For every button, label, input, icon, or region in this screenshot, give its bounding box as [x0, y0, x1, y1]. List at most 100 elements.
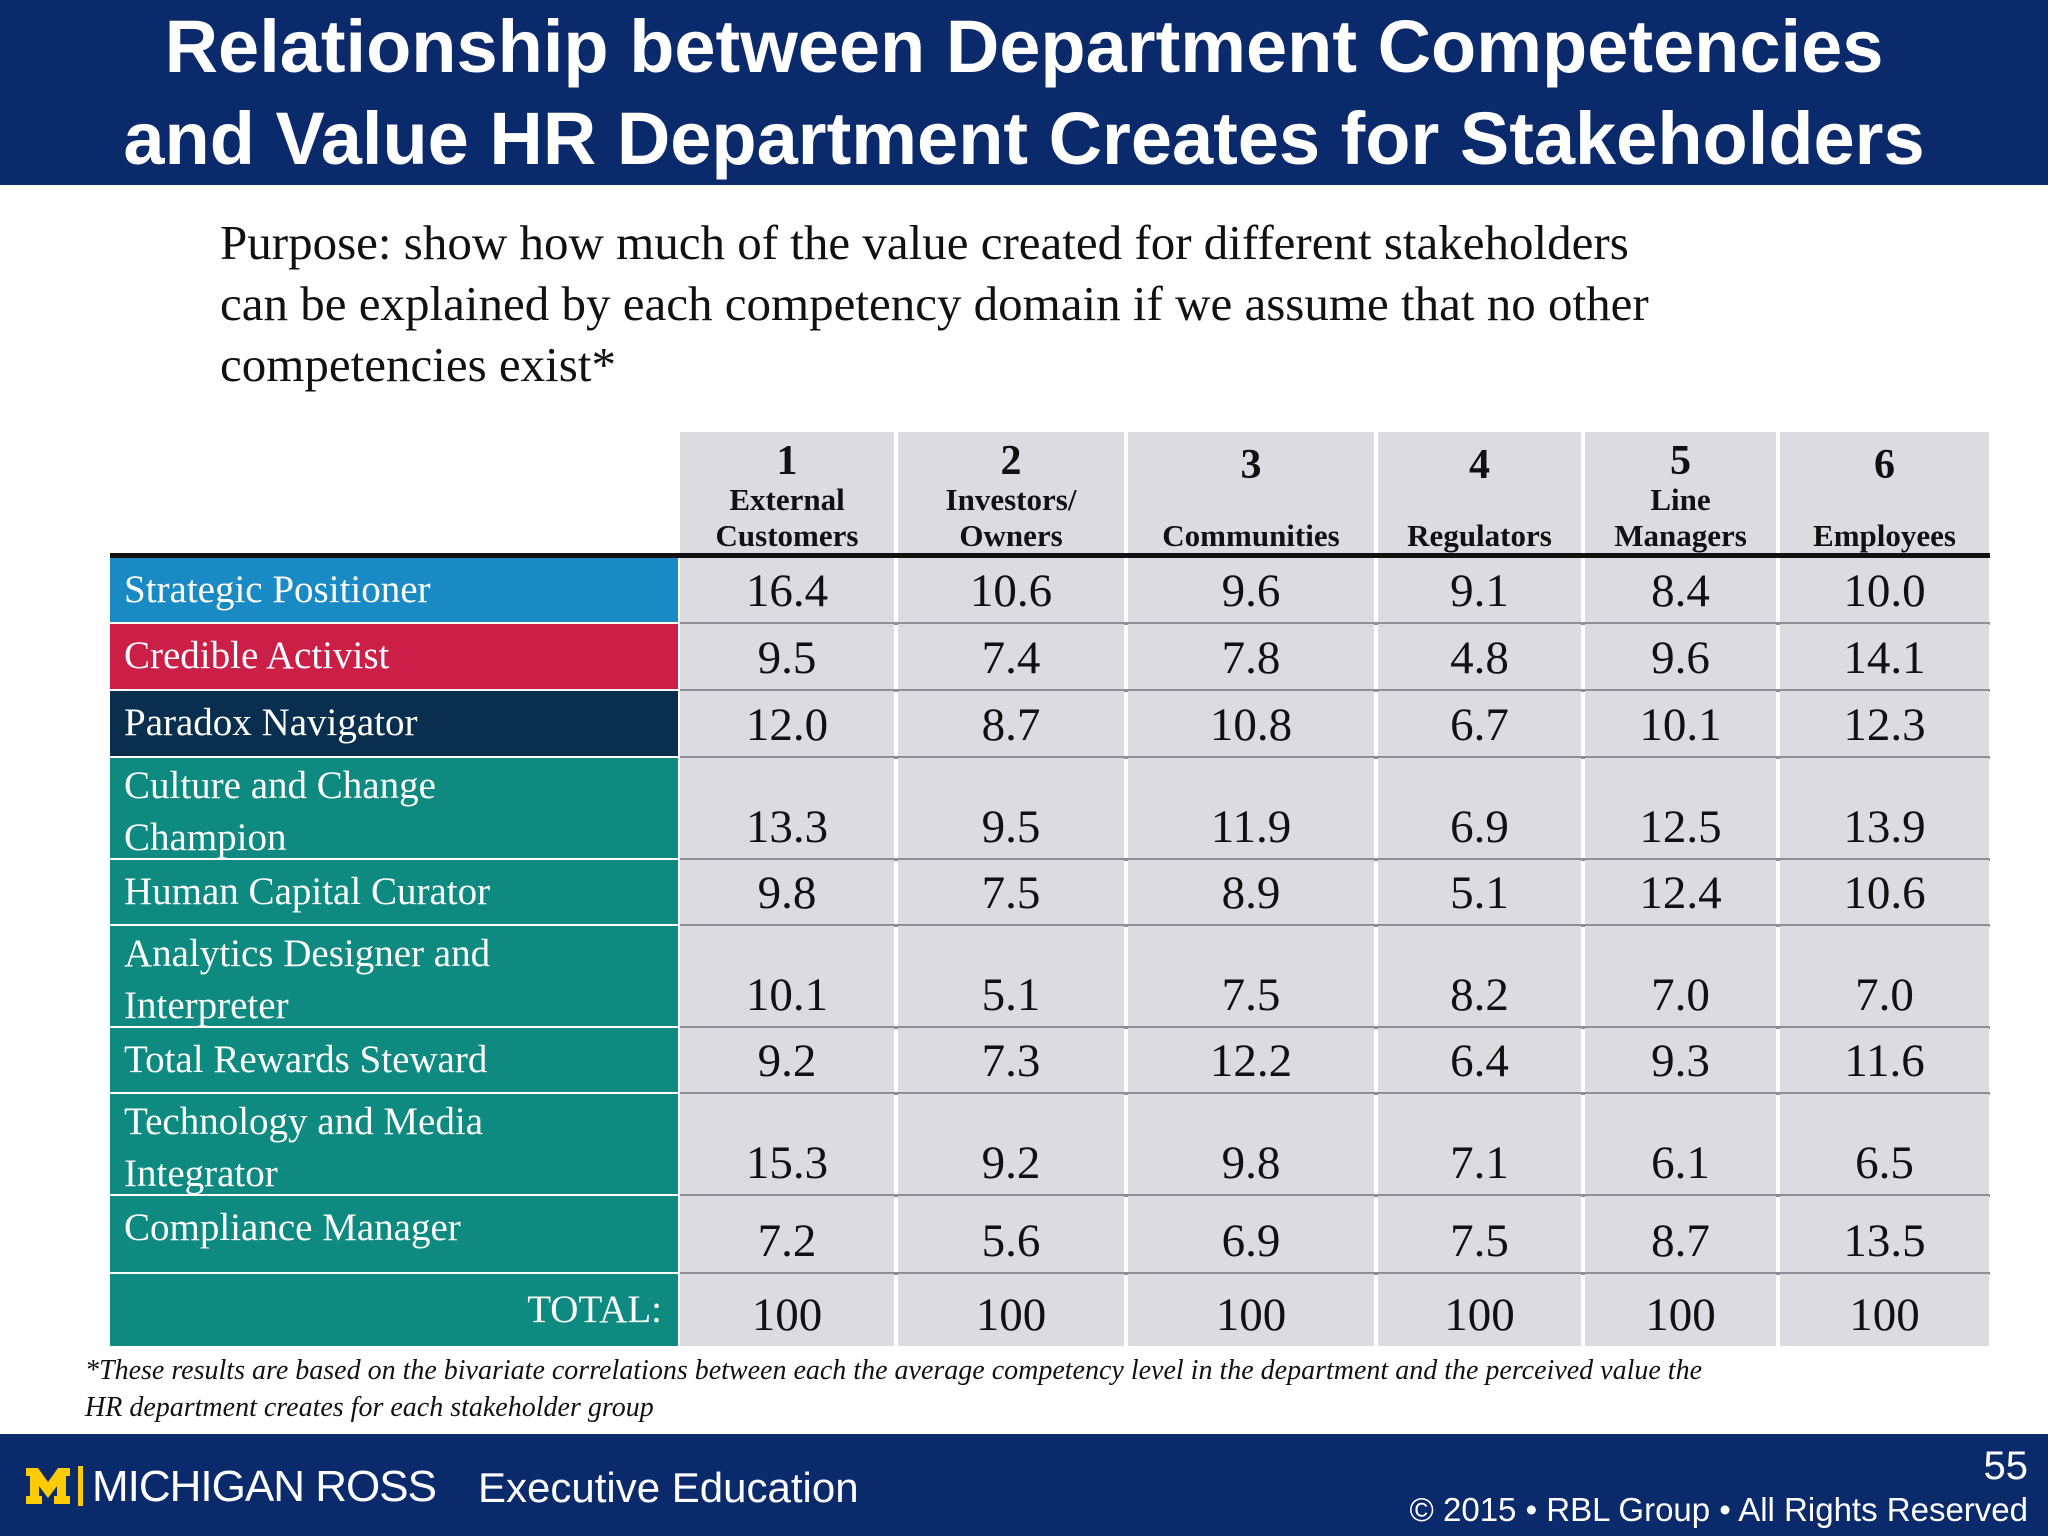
value-cell: 14.1: [1780, 624, 1989, 689]
footnote-line-1: *These results are based on the bivariat…: [85, 1355, 1703, 1386]
column-header: 3 Communities: [1128, 432, 1374, 556]
value-cell: 7.4: [898, 624, 1124, 689]
value: 7.2: [757, 1215, 817, 1267]
value-cell: 8.9: [1128, 860, 1374, 924]
value: 9.5: [981, 801, 1041, 853]
total-value: 100: [751, 1289, 823, 1341]
value-cell: 7.8: [1128, 624, 1374, 689]
total-value-cell: 100: [898, 1274, 1124, 1346]
value: 7.0: [1855, 969, 1914, 1021]
value-cell: 6.1: [1585, 1094, 1776, 1194]
competency-label: Analytics Designer and: [124, 932, 491, 975]
value-cell: 15.3: [680, 1094, 894, 1194]
value-cell: 9.2: [680, 1028, 894, 1092]
value-cell: 8.7: [898, 691, 1124, 756]
row-divider: [680, 924, 1990, 927]
value-cell: 9.6: [1128, 558, 1374, 622]
value-cell: 6.9: [1128, 1196, 1374, 1272]
value: 13.5: [1843, 1215, 1926, 1267]
value: 10.1: [745, 969, 829, 1021]
row-label-cell: Compliance Manager: [110, 1196, 678, 1272]
value: 5.1: [1450, 867, 1509, 919]
value-cell: 7.1: [1378, 1094, 1581, 1194]
copyright-notice: © 2015 • RBL Group • All Rights Reserved: [1409, 1491, 2029, 1528]
value: 5.1: [981, 969, 1041, 1021]
value: 10.6: [969, 565, 1053, 617]
column-label-line-2: Regulators: [1407, 518, 1552, 553]
value-cell: 8.7: [1585, 1196, 1776, 1272]
row-label-cell: Strategic Positioner: [110, 558, 678, 622]
value-cell: 10.6: [1780, 860, 1989, 924]
column-header: 2 Investors/Owners: [898, 432, 1124, 556]
total-value-cell: 100: [1780, 1274, 1989, 1346]
value: 12.0: [745, 699, 829, 751]
column-number: 1: [776, 438, 798, 484]
value: 9.5: [757, 632, 817, 684]
footnote: *These results are based on the bivariat…: [85, 1352, 1985, 1426]
value: 10.0: [1843, 565, 1926, 617]
column-label-line-1: Investors/: [945, 482, 1077, 517]
value: 7.4: [981, 632, 1041, 684]
row-divider: [680, 1092, 1990, 1095]
value: 6.4: [1450, 1035, 1509, 1087]
value-cell: 13.3: [680, 758, 894, 858]
value: 9.8: [757, 867, 817, 919]
competency-label: Credible Activist: [124, 634, 390, 677]
value: 13.3: [745, 801, 829, 853]
value: 9.8: [1221, 1137, 1281, 1189]
value-cell: 9.5: [898, 758, 1124, 858]
purpose-line-1: Purpose: show how much of the value crea…: [220, 215, 1629, 270]
page-number: 55: [1983, 1444, 2029, 1488]
value: 7.3: [981, 1035, 1041, 1087]
value: 10.6: [1843, 867, 1926, 919]
value-cell: 10.1: [680, 926, 894, 1026]
slide-title-line-1: Relationship between Department Competen…: [164, 5, 1884, 88]
total-value-cell: 100: [1128, 1274, 1374, 1346]
value-cell: 13.5: [1780, 1196, 1989, 1272]
competency-label: Culture and Change: [124, 764, 436, 807]
competency-label: Strategic Positioner: [124, 568, 431, 611]
total-value-cell: 100: [1585, 1274, 1776, 1346]
purpose-line-3: competencies exist*: [220, 337, 616, 392]
value: 9.1: [1450, 565, 1509, 617]
row-divider: [680, 1194, 1990, 1197]
column-header: 4 Regulators: [1378, 432, 1581, 556]
value-cell: 12.5: [1585, 758, 1776, 858]
total-value: 100: [1215, 1289, 1287, 1341]
total-value-cell: 100: [680, 1274, 894, 1346]
value-cell: 7.5: [898, 860, 1124, 924]
value-cell: 13.9: [1780, 758, 1989, 858]
value-cell: 9.8: [1128, 1094, 1374, 1194]
column-header: 5 Line Managers: [1585, 432, 1776, 556]
value: 8.9: [1221, 867, 1281, 919]
value-cell: 12.4: [1585, 860, 1776, 924]
value: 9.6: [1221, 565, 1281, 617]
value-cell: 5.6: [898, 1196, 1124, 1272]
value: 7.5: [1450, 1215, 1509, 1267]
row-label-cell: Analytics Designer and Interpreter: [110, 926, 678, 1027]
value-cell: 11.9: [1128, 758, 1374, 858]
value: 9.6: [1651, 632, 1710, 684]
total-value: 100: [1645, 1289, 1716, 1341]
value: 5.6: [981, 1215, 1041, 1267]
value-cell: 10.8: [1128, 691, 1374, 756]
column-number: 5: [1670, 438, 1691, 484]
value-cell: 7.0: [1585, 926, 1776, 1026]
value: 8.7: [1651, 1215, 1710, 1267]
value: 6.7: [1450, 699, 1509, 751]
row-divider: [680, 858, 1990, 861]
value: 12.2: [1209, 1035, 1293, 1087]
row-divider: [680, 756, 1990, 759]
value: 7.0: [1651, 969, 1710, 1021]
footnote-line-2: HR department creates for each stakehold…: [85, 1392, 654, 1423]
column-header: 1 External Customers: [680, 432, 894, 556]
value: 11.6: [1844, 1035, 1925, 1087]
program-name: Executive Education: [478, 1464, 859, 1511]
value-cell: 7.5: [1378, 1196, 1581, 1272]
column-label-line-1: Line: [1650, 482, 1711, 517]
competency-label: Paradox Navigator: [124, 701, 418, 744]
value: 9.2: [757, 1035, 817, 1087]
column-label-line-1: External: [729, 482, 845, 517]
column-header: 6 Employees: [1780, 432, 1989, 556]
value-cell: 5.1: [898, 926, 1124, 1026]
